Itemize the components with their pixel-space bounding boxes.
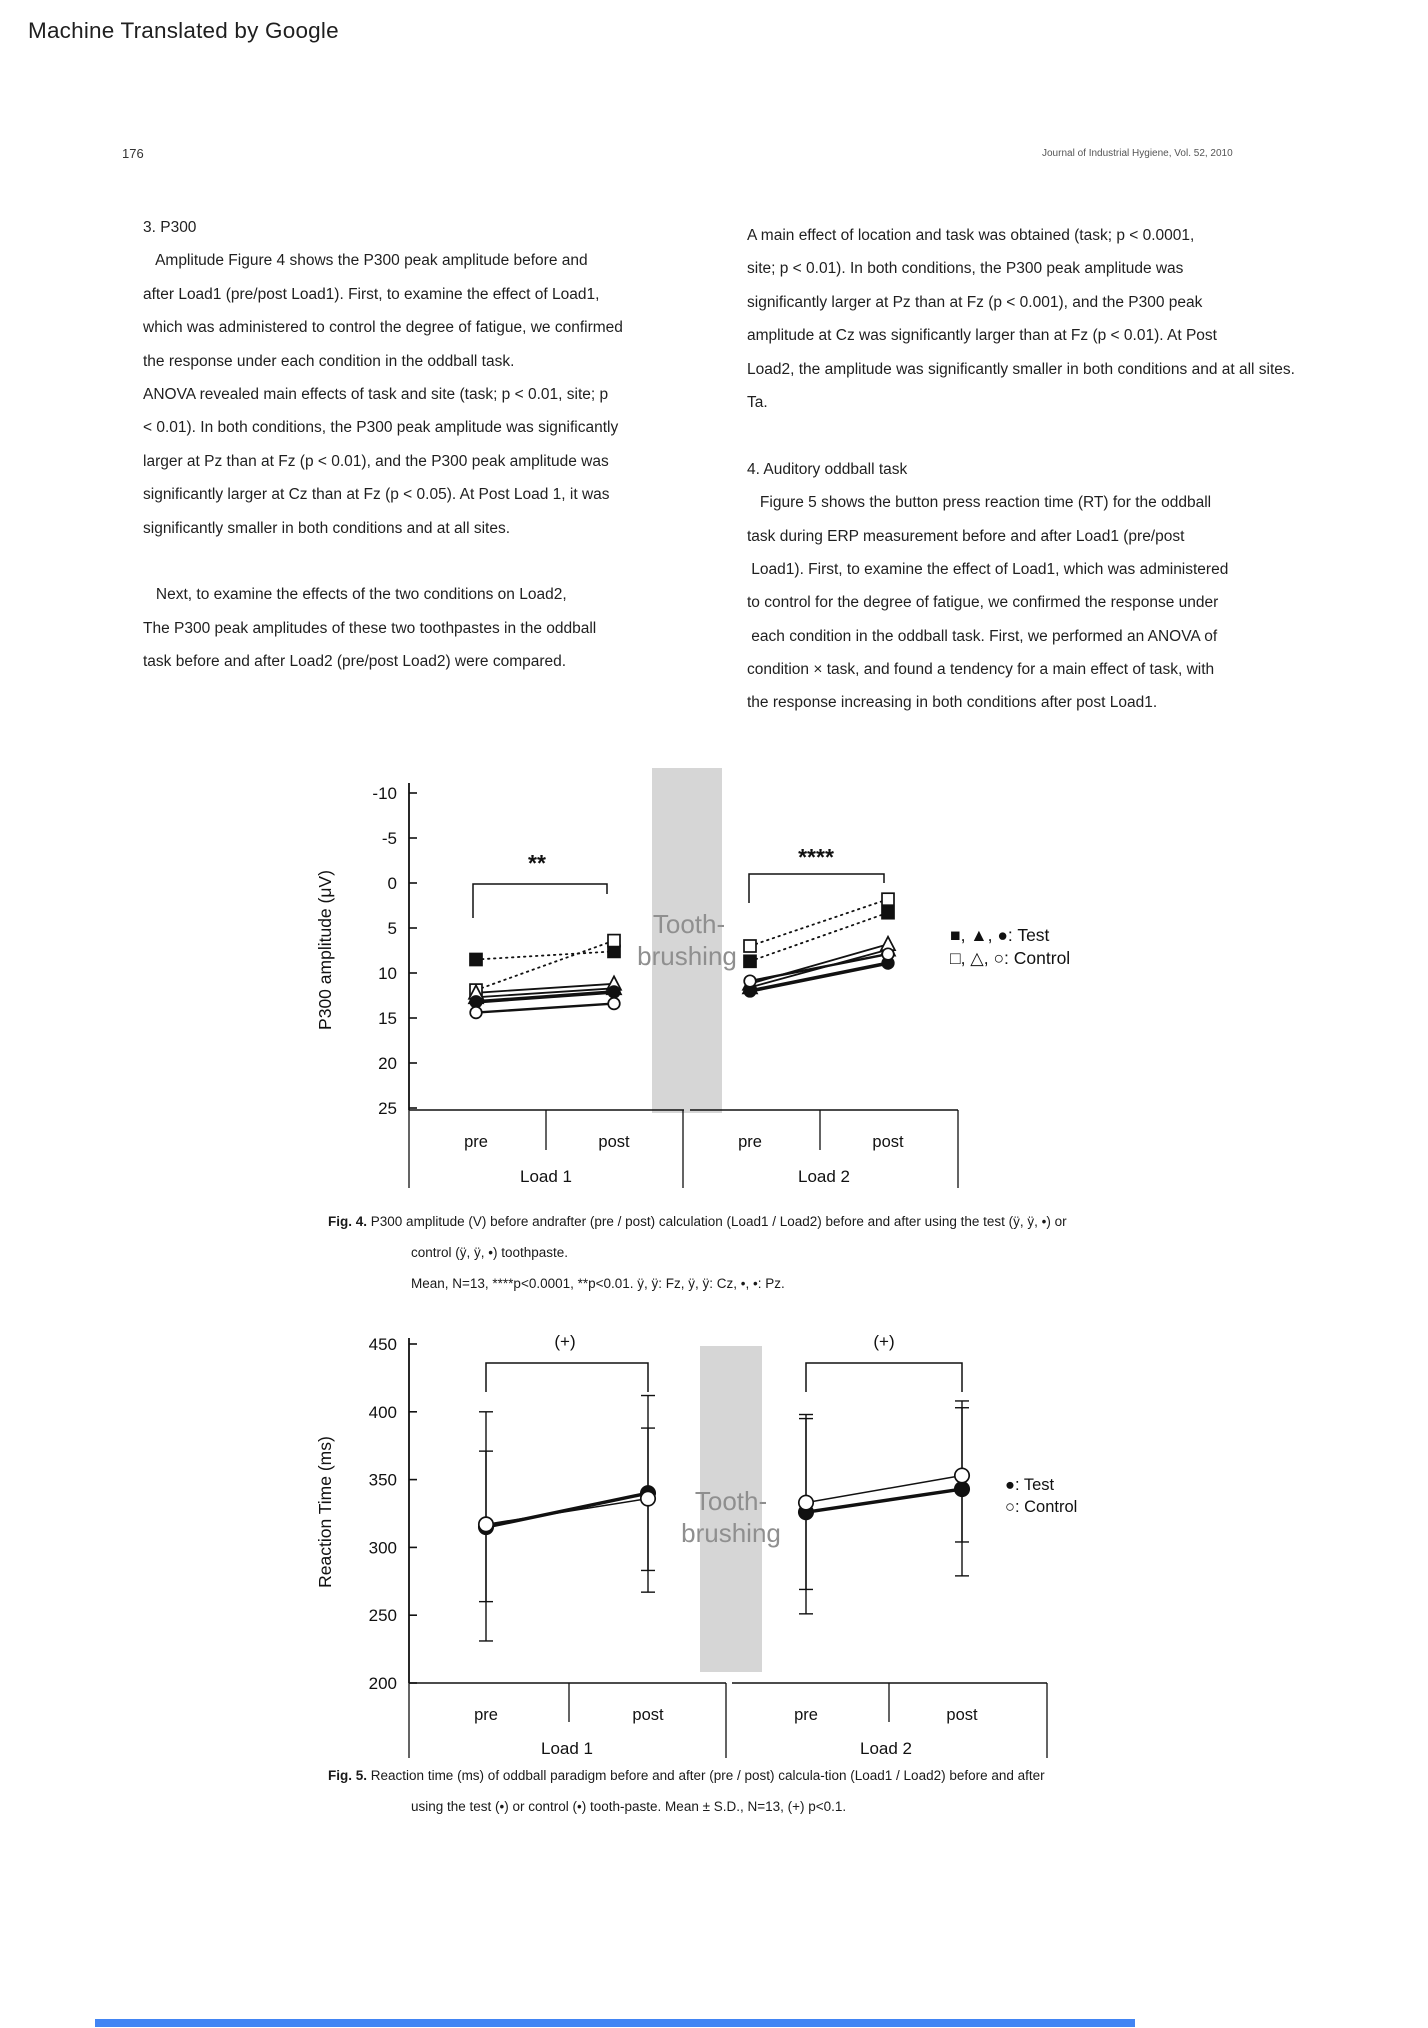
- text-line: which was administered to control the de…: [143, 319, 623, 337]
- svg-text:350: 350: [369, 1471, 397, 1490]
- svg-text:(+): (+): [873, 1332, 894, 1351]
- text-line: significantly larger at Cz than at Fz (p…: [143, 486, 610, 504]
- text-line: to control for the degree of fatigue, we…: [747, 594, 1219, 612]
- svg-text:pre: pre: [464, 1133, 488, 1151]
- fig4-caption-line1: Fig. 4. P300 amplitude (V) before andraf…: [328, 1214, 1067, 1229]
- svg-text:Load 1: Load 1: [520, 1167, 572, 1186]
- svg-text:Load 2: Load 2: [798, 1167, 850, 1186]
- svg-text:Load 1: Load 1: [541, 1739, 593, 1758]
- text-line: [143, 545, 683, 578]
- text-line: significantly smaller in both conditions…: [143, 519, 511, 537]
- text-line: A main effect of location and task was o…: [747, 227, 1195, 244]
- svg-text:(+): (+): [554, 1332, 575, 1351]
- right-text-column: A main effect of location and task was o…: [747, 219, 1387, 720]
- svg-text:250: 250: [369, 1606, 397, 1625]
- text-line: Load1). First, to examine the effect of …: [747, 560, 1229, 578]
- svg-text:0: 0: [388, 874, 397, 893]
- fig5-caption-text1: Reaction time (ms) of oddball paradigm b…: [370, 1768, 1045, 1783]
- svg-text:****: ****: [798, 844, 834, 870]
- text-line: [747, 419, 1387, 452]
- text-line: Figure 5 shows the button press reaction…: [747, 494, 1212, 512]
- fig5-caption-line2: using the test (•) or control (•) tooth-…: [411, 1799, 847, 1814]
- svg-text:-5: -5: [382, 829, 397, 848]
- svg-text:Tooth-: Tooth-: [653, 909, 725, 939]
- svg-text:P300 amplitude (μV): P300 amplitude (μV): [315, 870, 335, 1030]
- text-line: amplitude at Cz was significantly larger…: [747, 327, 1217, 345]
- left-text-column: 3. P300 Amplitude Figure 4 shows the P30…: [143, 211, 683, 678]
- svg-text:300: 300: [369, 1538, 397, 1557]
- svg-text:450: 450: [369, 1335, 397, 1354]
- text-line: each condition in the oddball task. Firs…: [747, 627, 1218, 645]
- svg-text:■, ▲, ●: Test: ■, ▲, ●: Test: [950, 925, 1050, 945]
- svg-text:□, △, ○: Control: □, △, ○: Control: [950, 948, 1070, 968]
- fig4-caption-line2: control (ÿ, ÿ, •) toothpaste.: [411, 1245, 569, 1260]
- fig4-caption-line3: Mean, N=13, ****p<0.0001, **p<0.01. ÿ, ÿ…: [411, 1276, 785, 1291]
- svg-text:15: 15: [378, 1009, 397, 1028]
- text-line: ANOVA revealed main effects of task and …: [143, 385, 609, 403]
- fig4-caption-text1: P300 amplitude (V) before andrafter (pre…: [370, 1214, 1067, 1229]
- svg-text:post: post: [598, 1133, 630, 1151]
- text-line: significantly larger at Pz than at Fz (p…: [747, 293, 1203, 311]
- svg-text:brushing: brushing: [681, 1518, 781, 1548]
- svg-text:pre: pre: [474, 1706, 498, 1724]
- text-line: the response under each condition in the…: [143, 352, 515, 370]
- text-line: the response increasing in both conditio…: [747, 694, 1158, 712]
- page-number: 176: [122, 146, 144, 161]
- text-line: 3. P300: [143, 219, 197, 236]
- svg-text:20: 20: [378, 1054, 397, 1073]
- text-line: < 0.01). In both conditions, the P300 pe…: [143, 419, 619, 437]
- svg-text:25: 25: [378, 1099, 397, 1118]
- text-line: Ta.: [747, 393, 768, 411]
- svg-text:**: **: [528, 850, 546, 876]
- svg-text:5: 5: [388, 919, 397, 938]
- text-line: site; p < 0.01). In both conditions, the…: [747, 260, 1184, 278]
- text-line: task before and after Load2 (pre/post Lo…: [143, 653, 567, 671]
- text-line: condition × task, and found a tendency f…: [747, 661, 1215, 679]
- svg-text:200: 200: [369, 1674, 397, 1693]
- fig4-p300-amplitude-chart: Tooth-brushing -10 -5 0 5 10 15 20 25 pre post pre p…: [315, 768, 1070, 1188]
- fig5-caption-label: Fig. 5.: [328, 1768, 368, 1783]
- svg-text:400: 400: [369, 1403, 397, 1422]
- text-line: after Load1 (pre/post Load1). First, to …: [143, 285, 600, 303]
- fig4-caption-label: Fig. 4.: [328, 1214, 368, 1229]
- fig5-reaction-time-chart: Tooth-brushing 450 400 350 300 250 200 pre post p…: [315, 1332, 1077, 1758]
- svg-text:●: Test: ●: Test: [1005, 1476, 1055, 1494]
- text-line: larger at Pz than at Fz (p < 0.01), and …: [143, 452, 609, 470]
- svg-text:pre: pre: [794, 1706, 818, 1724]
- selection-highlight-bar: [95, 2019, 1135, 2027]
- svg-text:brushing: brushing: [637, 941, 737, 971]
- svg-text:post: post: [872, 1133, 904, 1151]
- svg-text:Tooth-: Tooth-: [695, 1486, 767, 1516]
- google-translate-banner: Machine Translated by Google: [28, 18, 339, 43]
- text-line: Load2, the amplitude was significantly s…: [747, 360, 1295, 378]
- svg-text:Reaction Time (ms): Reaction Time (ms): [315, 1436, 335, 1588]
- journal-reference: Journal of Industrial Hygiene, Vol. 52, …: [1042, 148, 1233, 159]
- svg-text:pre: pre: [738, 1133, 762, 1151]
- svg-text:○: Control: ○: Control: [1005, 1498, 1077, 1516]
- svg-text:post: post: [632, 1706, 664, 1724]
- text-line: 4. Auditory oddball task: [747, 460, 908, 478]
- text-line: task during ERP measurement before and a…: [747, 527, 1185, 545]
- fig5-caption-line1: Fig. 5. Reaction time (ms) of oddball pa…: [328, 1768, 1045, 1783]
- text-line: Next, to examine the effects of the two …: [143, 586, 567, 604]
- text-line: Amplitude Figure 4 shows the P300 peak a…: [143, 252, 588, 270]
- svg-text:post: post: [946, 1706, 978, 1724]
- svg-text:10: 10: [378, 964, 397, 983]
- text-line: The P300 peak amplitudes of these two to…: [143, 619, 597, 637]
- svg-text:-10: -10: [372, 784, 397, 803]
- svg-text:Load 2: Load 2: [860, 1739, 912, 1758]
